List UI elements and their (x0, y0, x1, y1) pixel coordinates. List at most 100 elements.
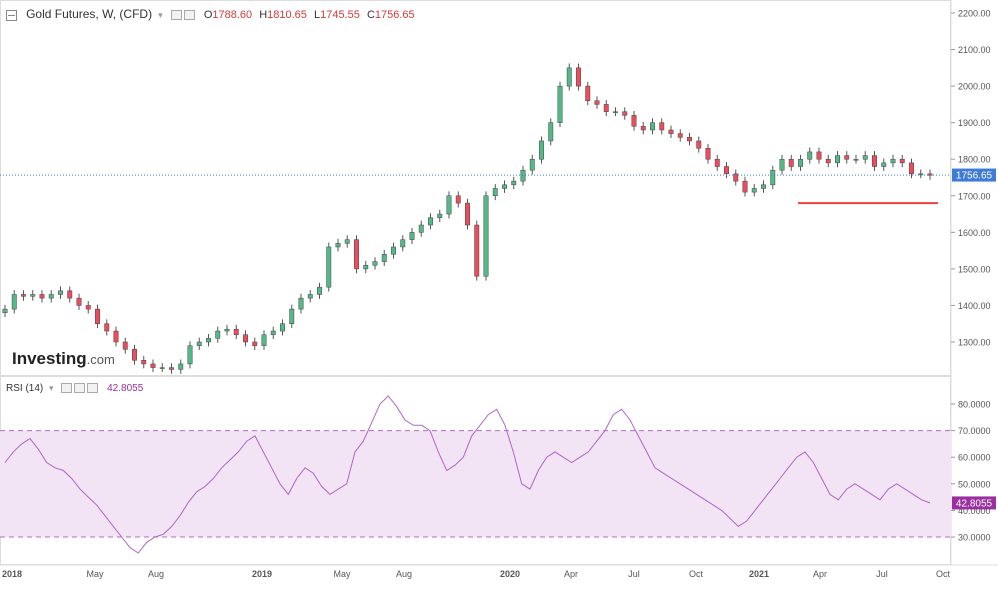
candle-body (668, 129, 674, 134)
candle-body (631, 115, 637, 127)
candle-body (391, 246, 396, 255)
candle-body (492, 188, 498, 197)
rsi-tick-label: 30.0000 (958, 533, 991, 543)
candle-body (141, 360, 147, 365)
rsi-dropdown-icon[interactable]: ▾ (49, 383, 54, 393)
candle-body (853, 158, 859, 161)
price-tick-label: 2200.00 (958, 9, 991, 19)
candle-body (742, 180, 748, 193)
candle-body (677, 133, 683, 138)
candle-body (502, 184, 507, 189)
rsi-header: RSI (14) ▾ 42.8055 (6, 383, 143, 394)
candle-body (252, 341, 258, 346)
time-tick-label: 2021 (749, 569, 769, 579)
rsi-header-value: 42.8055 (107, 383, 144, 394)
candle-body (687, 137, 692, 142)
symbol-title[interactable]: Gold Futures, W, (CFD) (26, 7, 153, 21)
rsi-axis[interactable]: 80.0000 70.0000 60.0000 50.0000 40.0000 30.00… (951, 400, 991, 543)
close-value: 1756.65 (374, 9, 415, 21)
candle-body (104, 323, 110, 332)
candle-body (557, 85, 563, 123)
rsi-value-tag (952, 496, 996, 510)
candle-body (779, 158, 785, 171)
candle-body (233, 328, 239, 335)
price-tick-label: 1700.00 (958, 191, 991, 201)
candle-body (307, 294, 313, 299)
candle-body (918, 173, 924, 176)
candle-body (446, 195, 452, 215)
candle-body (650, 122, 655, 131)
rsi-close-icon[interactable] (87, 383, 99, 394)
time-axis[interactable]: 2018 May Aug 2019 May Aug 2020 Apr Jul Oct 2021 Apr… (2, 569, 951, 579)
candle-body (585, 85, 591, 101)
candle-body (622, 111, 628, 116)
candle-body (187, 345, 193, 365)
time-tick-label: Oct (689, 569, 704, 579)
rsi-tick-label: 60.0000 (958, 453, 991, 463)
open-value: 1788.60 (212, 9, 253, 21)
hide-icon[interactable] (183, 10, 195, 21)
candle-body (788, 158, 794, 167)
candle-body (326, 246, 332, 288)
rsi-line (4, 395, 931, 554)
candle-body (21, 294, 26, 297)
candle-body (613, 111, 618, 113)
candle-body (603, 104, 609, 112)
candle-body (899, 158, 905, 164)
candle-body (520, 169, 526, 182)
high-label: H (259, 9, 268, 21)
candle-body (261, 334, 267, 346)
candle-body (816, 151, 822, 160)
candle-body (280, 323, 285, 332)
candle-body (594, 100, 600, 105)
symbol-dropdown-icon[interactable]: ▾ (158, 10, 163, 20)
price-tick-label: 2100.00 (958, 45, 991, 55)
time-tick-label: Oct (936, 569, 951, 579)
candle-body (206, 338, 211, 343)
time-tick-label: May (86, 569, 104, 579)
candle-body (807, 151, 813, 160)
price-pane[interactable] (0, 0, 951, 376)
candle-body (483, 195, 489, 277)
time-tick-label: Apr (564, 569, 578, 579)
candle-body (48, 294, 54, 299)
candle-body (178, 363, 184, 370)
price-tick-label: 1800.00 (958, 155, 991, 165)
investing-logo: Investing.com (12, 349, 115, 368)
candle-body (474, 224, 480, 277)
candle-body (909, 162, 914, 175)
time-tick-label: May (333, 569, 351, 579)
time-tick-label: Jul (876, 569, 888, 579)
settings-icon[interactable] (170, 10, 182, 21)
chart-header: Gold Futures, W, (CFD) ▾ O1788.60 H1810.… (6, 7, 415, 21)
price-tick-label: 1300.00 (958, 338, 991, 348)
last-price-tag (952, 168, 996, 182)
candle-body (566, 67, 572, 87)
candle-body (354, 239, 359, 270)
rsi-tick-label: 40.0000 (958, 506, 991, 516)
logo-suffix: .com (87, 352, 115, 367)
collapse-icon[interactable] (6, 9, 17, 21)
price-tick-label: 1600.00 (958, 228, 991, 238)
price-axis[interactable]: 2200.00 2100.00 2000.00 1900.00 1800.00 1700.… (951, 9, 991, 348)
candles-group (2, 63, 933, 374)
candle-body (2, 308, 8, 314)
time-tick-label: Jul (628, 569, 640, 579)
candle-body (539, 140, 544, 160)
candle-body (890, 158, 896, 164)
last-price-label: 1756.65 (956, 171, 993, 182)
candle-body (548, 122, 554, 142)
open-label: O (203, 9, 213, 21)
candle-body (270, 330, 276, 335)
rsi-settings-icon[interactable] (61, 383, 73, 394)
rsi-hide-icon[interactable] (74, 383, 86, 394)
time-tick-label: Aug (148, 569, 164, 579)
time-tick-label: 2018 (2, 569, 22, 579)
candle-body (95, 308, 100, 324)
close-label: C (366, 9, 375, 21)
candle-body (761, 184, 766, 189)
rsi-title[interactable]: RSI (14) (6, 383, 44, 394)
candle-body (298, 297, 304, 310)
